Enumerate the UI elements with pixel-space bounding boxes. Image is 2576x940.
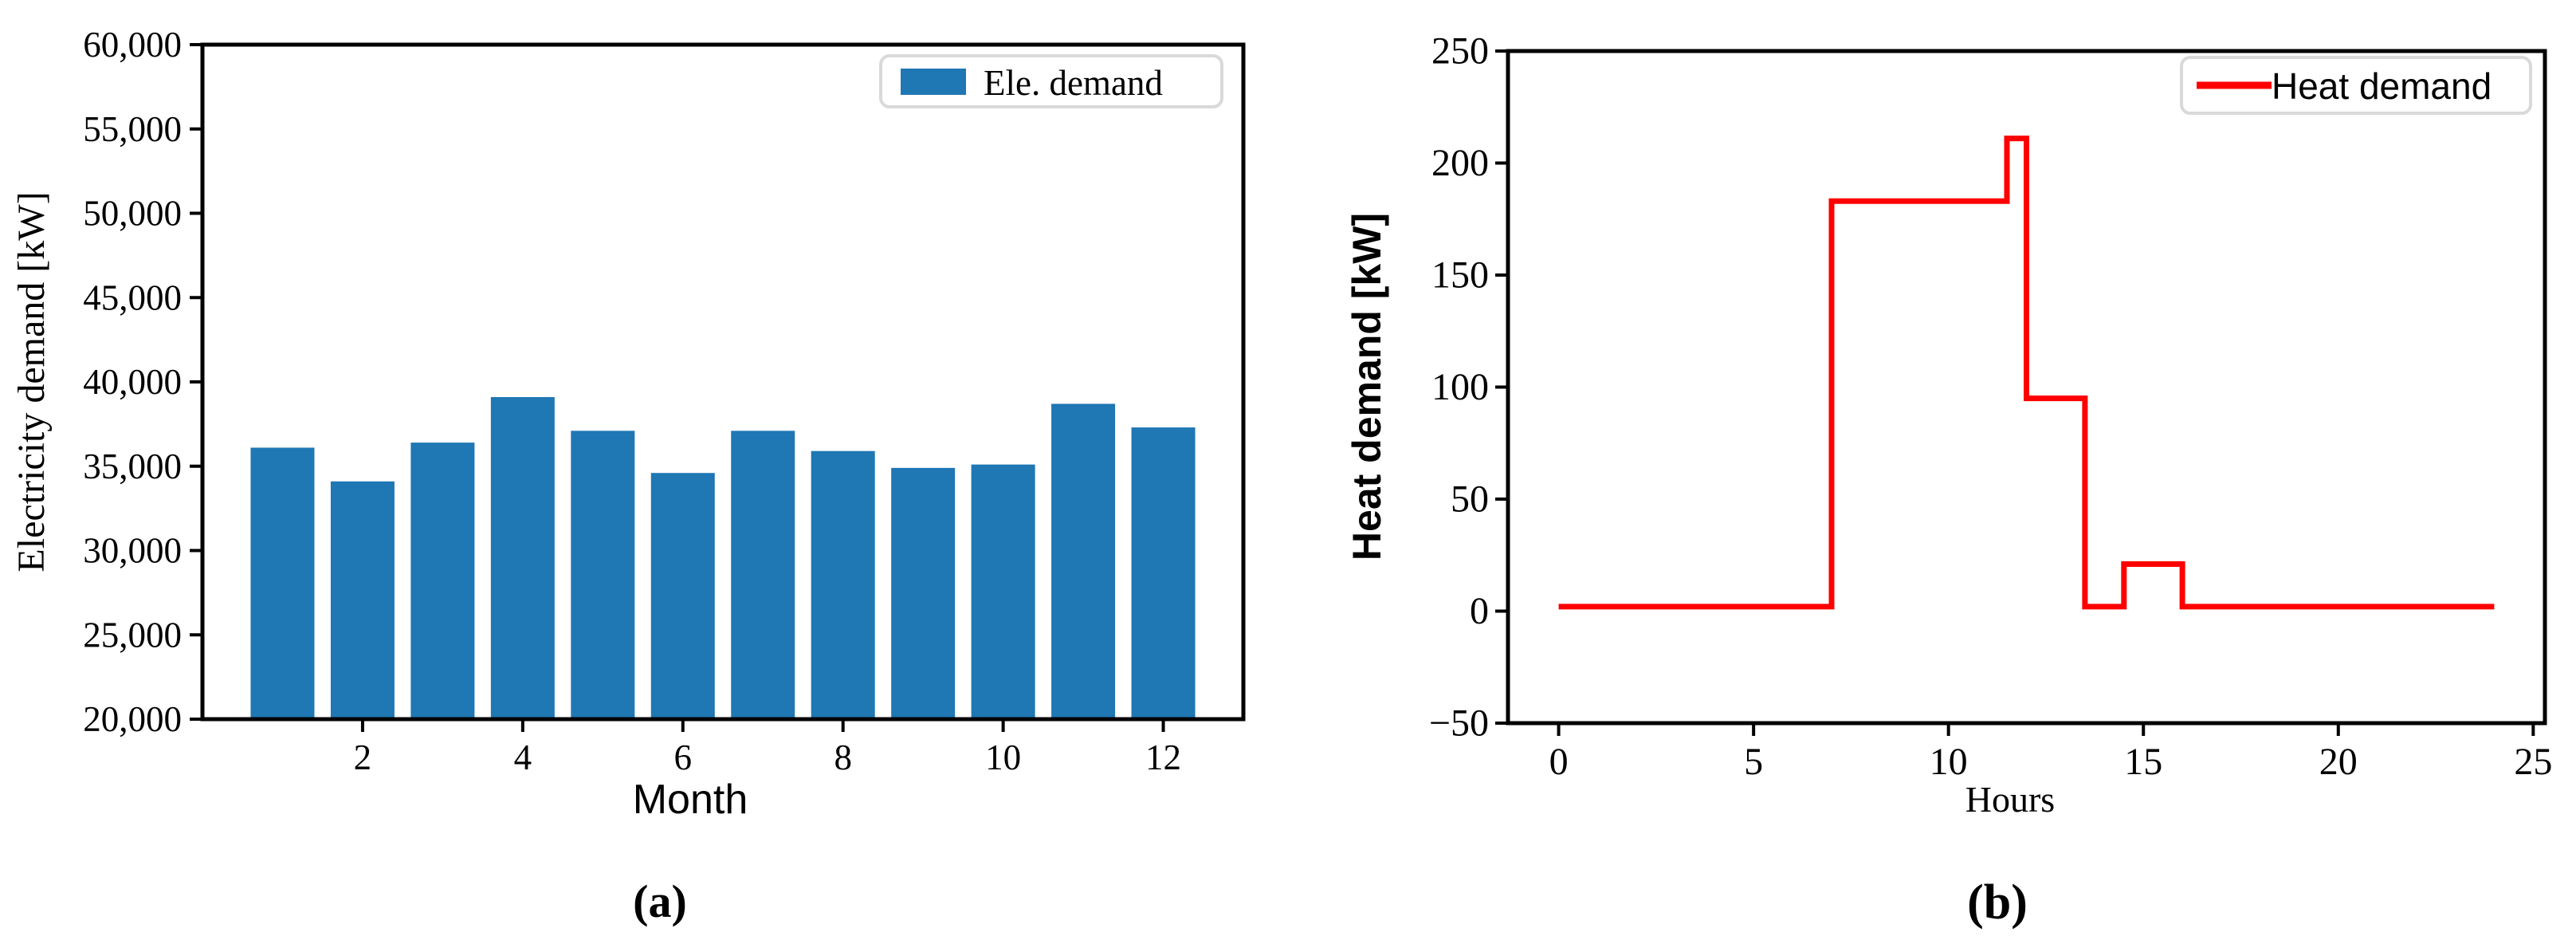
x-tick-label: 5 — [1744, 741, 1763, 783]
y-tick-label: 250 — [1431, 30, 1489, 73]
x-tick-label: 15 — [2124, 741, 2162, 783]
x-tick-label: 6 — [674, 737, 693, 777]
bar-month-5 — [571, 431, 635, 719]
y-tick-label: −50 — [1429, 702, 1489, 745]
bar-month-1 — [250, 447, 315, 719]
step-plot-area: −50 0 50 100 150 200 250 0 5 10 15 20 25 — [1429, 30, 2552, 784]
x-tick-label: 20 — [2319, 741, 2358, 783]
legend-a: Ele. demand — [879, 54, 1223, 108]
x-tick-label: 8 — [834, 737, 852, 777]
y-tick-label: 20,000 — [83, 699, 182, 739]
x-tick-label: 10 — [985, 737, 1021, 777]
panel-caption-a: (a) — [633, 875, 687, 927]
heat-demand-line — [1558, 136, 2495, 610]
y-tick-label: 60,000 — [83, 25, 182, 65]
y-tick-label: 45,000 — [83, 277, 182, 317]
electricity-demand-chart: 20,000 25,000 30,000 35,000 40,000 45,000 50,0… — [10, 25, 1246, 927]
y-tick-label: 55,000 — [83, 109, 182, 149]
panel-caption-b: (b) — [1967, 875, 2028, 930]
x-tick-label: 2 — [354, 737, 372, 777]
y-tick-label: 25,000 — [83, 615, 182, 655]
y-tick-label: 150 — [1431, 254, 1489, 297]
y-tick-label: 50 — [1451, 478, 1489, 521]
bar-month-9 — [891, 467, 956, 719]
x-tick-label: 10 — [1930, 741, 1968, 783]
bar-month-2 — [330, 481, 395, 719]
y-tick-label: 50,000 — [83, 194, 182, 234]
x-tick-label: 4 — [514, 737, 532, 777]
bar-month-3 — [410, 442, 475, 719]
y-tick-label: 30,000 — [83, 531, 182, 571]
x-tick-label: 0 — [1549, 741, 1569, 783]
bar-month-12 — [1131, 427, 1196, 719]
bar-legend-swatch — [901, 69, 966, 95]
bar-month-4 — [490, 397, 555, 719]
x-axis-label: Month — [633, 777, 748, 823]
heat-demand-chart: −50 0 50 100 150 200 250 0 5 10 15 20 25 Heat demand… — [1345, 30, 2552, 930]
legend-label: Heat demand — [2272, 65, 2492, 107]
bar-month-7 — [731, 431, 795, 719]
bar-month-6 — [650, 473, 715, 719]
x-axis-label: Hours — [1965, 779, 2055, 820]
bar-month-11 — [1051, 403, 1116, 719]
bar-month-10 — [971, 464, 1035, 719]
y-tick-label: 40,000 — [83, 362, 182, 402]
x-tick-label: 12 — [1145, 737, 1181, 777]
y-tick-label: 0 — [1470, 590, 1489, 632]
y-tick-label: 200 — [1431, 142, 1489, 184]
bar-plot-area: 20,000 25,000 30,000 35,000 40,000 45,000 50,0… — [83, 25, 1246, 777]
y-tick-label: 100 — [1431, 366, 1489, 408]
bar-month-8 — [811, 450, 875, 719]
legend-box — [2180, 56, 2532, 115]
y-tick-label: 35,000 — [83, 446, 182, 486]
legend-b: Heat demand — [2180, 56, 2532, 115]
y-axis-label: Electricity demand [kW] — [10, 191, 53, 572]
x-tick-label: 25 — [2514, 741, 2552, 783]
y-axis-label: Heat demand [kW] — [1345, 213, 1389, 560]
legend-label: Ele. demand — [984, 63, 1163, 103]
